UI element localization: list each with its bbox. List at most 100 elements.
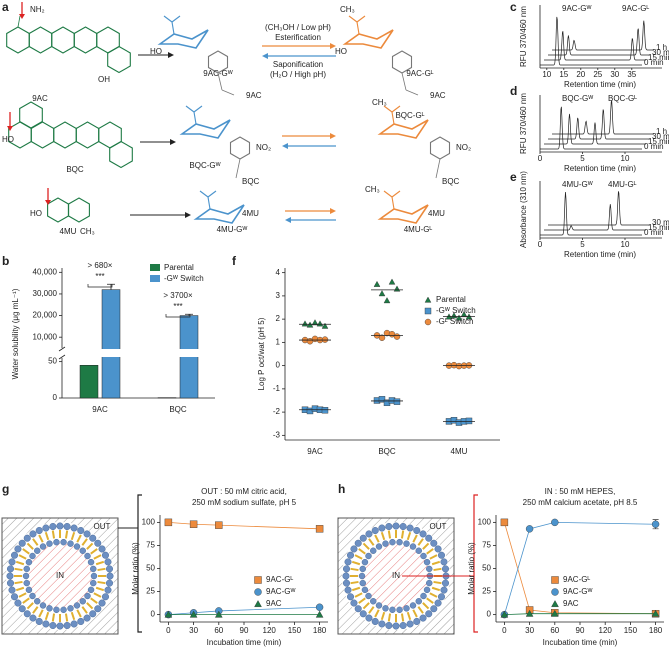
trace-label: 15 min <box>648 223 669 232</box>
ring <box>51 26 75 54</box>
atom-label: CH₃ <box>80 227 95 236</box>
lipid-head <box>350 545 358 553</box>
lipid-head <box>371 527 379 535</box>
line <box>356 15 366 23</box>
lipid-head <box>359 610 367 618</box>
x-tick-label: 20 <box>576 70 585 79</box>
lipid-head <box>359 534 367 542</box>
atom-label: CH₃ <box>372 98 387 107</box>
x-tick-label: 60 <box>214 626 223 635</box>
lipid-head <box>29 552 36 560</box>
annotation: *** <box>173 302 182 311</box>
atom-label: OH <box>98 75 110 84</box>
compound-label: 9AC-Gᵂ <box>203 69 232 78</box>
lipid-head <box>23 534 31 542</box>
lipid-head <box>437 593 445 601</box>
arrow-head <box>282 143 288 149</box>
lipid-head <box>350 599 358 607</box>
lipid-head <box>365 614 373 622</box>
line <box>163 15 173 23</box>
lipid-tail <box>412 534 418 543</box>
x-tick-label: 180 <box>649 626 663 635</box>
peak-label: BQC-Gᵂ <box>562 94 593 103</box>
marker <box>321 322 329 329</box>
lipid-head <box>420 592 427 600</box>
y-tick-label: 100 <box>478 517 492 526</box>
lipid-head <box>425 534 433 542</box>
y-tick-label: 4 <box>276 268 281 277</box>
lipid-head <box>53 538 60 546</box>
marker <box>525 525 534 533</box>
panel-label: d <box>510 84 517 98</box>
marker <box>315 610 324 618</box>
lipid-head <box>370 547 377 554</box>
arrow-head <box>170 139 176 145</box>
compound-label: 9AC <box>32 94 48 103</box>
panel-label: b <box>2 254 9 268</box>
y-tick-label: 50 <box>482 564 491 573</box>
lipid-tail <box>431 586 441 592</box>
lipid-head <box>106 572 114 580</box>
lipid-tail <box>380 611 386 621</box>
lipid-head <box>39 543 47 550</box>
line <box>348 15 358 23</box>
line <box>435 158 441 179</box>
atom-label: NH₂ <box>30 5 45 14</box>
lipid-head <box>49 523 57 531</box>
series-line <box>504 613 656 616</box>
lipid-tail <box>362 602 370 610</box>
error-bar <box>185 313 193 316</box>
ring <box>47 197 69 223</box>
lipid-head <box>365 592 372 600</box>
lipid-head <box>83 530 91 538</box>
lipid-head <box>415 547 422 554</box>
x-tick-label: 90 <box>240 626 249 635</box>
lipid-tail <box>350 567 359 572</box>
lipid-head <box>375 602 383 609</box>
line <box>391 196 395 210</box>
lipid-tail <box>422 542 430 550</box>
lipid-tail <box>32 538 39 546</box>
marker <box>455 314 463 321</box>
peak-label: 4MU-Gᵂ <box>562 180 593 189</box>
ring <box>73 26 98 54</box>
peak-label: 4MU-Gᴸ <box>608 180 637 189</box>
trace <box>544 204 646 231</box>
lipid-head <box>359 565 366 573</box>
marker <box>500 610 509 618</box>
lipid-head <box>378 620 386 628</box>
annotation: > 680× <box>88 261 113 270</box>
compound-label: 4MU-Gᵂ <box>217 225 248 234</box>
panel-label: h <box>338 482 345 496</box>
legend-label: 9AC-Gᴸ <box>563 575 590 584</box>
x-tick-label: 120 <box>263 626 277 635</box>
lipid-head <box>104 586 112 594</box>
lipid-tail <box>64 613 69 622</box>
lipid-head <box>101 551 109 559</box>
lipid-head <box>385 523 393 531</box>
axis-break <box>40 349 220 357</box>
lipid-tail <box>86 542 94 550</box>
marker <box>393 285 401 292</box>
x-tick-label: 5 <box>580 154 585 163</box>
annotation: *** <box>95 272 104 281</box>
lipid-tail <box>433 580 442 585</box>
lipid-head <box>343 565 351 573</box>
lipid-head <box>87 558 95 566</box>
lipid-tail <box>400 613 405 622</box>
lipid-head <box>415 598 422 605</box>
lipid-tail <box>14 580 23 585</box>
lipid-head <box>426 579 433 587</box>
liposome-core <box>363 543 429 609</box>
lipid-head <box>413 527 421 535</box>
lipid-tail <box>431 560 441 566</box>
lipid-tail <box>86 602 94 610</box>
lipid-tail <box>18 592 27 598</box>
lipid-head <box>98 545 106 553</box>
y-axis-label: Molar ratio (%) <box>131 542 140 595</box>
lipid-head <box>35 617 43 625</box>
lipid-head <box>53 606 60 614</box>
lipid-head <box>440 586 448 594</box>
arrow-head <box>168 52 174 58</box>
line <box>207 196 211 210</box>
